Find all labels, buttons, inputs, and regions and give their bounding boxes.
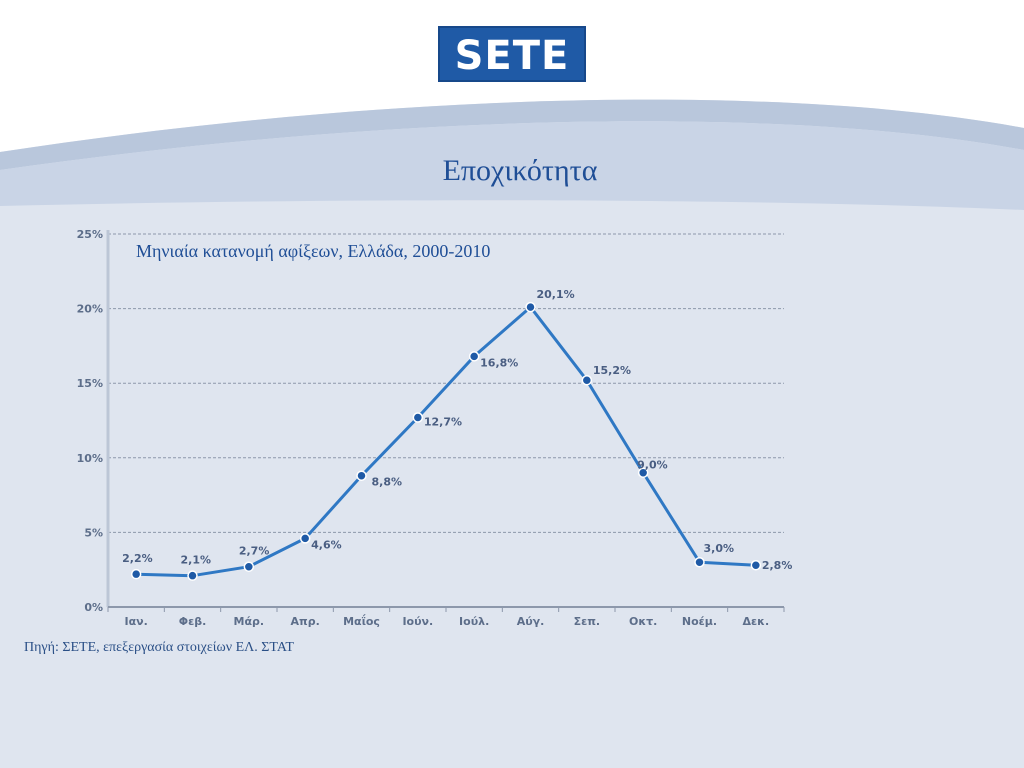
- sete-logo: SETE: [438, 26, 586, 82]
- data-label: 9,0%: [637, 459, 668, 472]
- data-point: [750, 559, 762, 571]
- data-label: 2,8%: [762, 559, 793, 572]
- data-points: [130, 301, 762, 581]
- data-label: 2,2%: [122, 552, 153, 565]
- x-tick-label: Μαΐος: [343, 614, 380, 628]
- data-point: [356, 470, 367, 481]
- x-tick-label: Οκτ.: [629, 615, 657, 628]
- data-point: [130, 568, 142, 580]
- x-tick-label: Ιούν.: [402, 615, 433, 628]
- x-tick-labels: Ιαν. Φεβ. Μάρ. Απρ. Μαΐος Ιούν. Ιούλ. Αύγ. Σεπ. Ο…: [125, 614, 770, 628]
- y-tick-label: 15%: [77, 377, 103, 390]
- data-label: 16,8%: [480, 356, 518, 369]
- logo-text: SETE: [455, 33, 570, 79]
- data-label: 20,1%: [537, 288, 575, 301]
- data-point: [637, 467, 649, 478]
- chart-subtitle: Μηνιαία κατανομή αφίξεων, Ελλάδα, 2000-2…: [136, 241, 490, 261]
- x-tick-label: Απρ.: [291, 615, 320, 628]
- page-title: Εποχικότητα: [442, 154, 598, 187]
- chart-grid: [108, 233, 784, 533]
- x-tick-label: Φεβ.: [179, 615, 207, 628]
- data-point: [243, 561, 255, 572]
- x-tick-label: Ιούλ.: [459, 615, 489, 628]
- x-tick-label: Σεπ.: [574, 615, 601, 628]
- data-labels: 2,2% 2,1% 2,7% 4,6% 8,8% 12,7% 16,8% 20,1% 15,2%…: [122, 288, 792, 572]
- chart-axes: [106, 230, 785, 612]
- data-point: [525, 301, 536, 313]
- data-label: 15,2%: [593, 364, 631, 377]
- data-point: [187, 570, 198, 581]
- y-tick-label: 20%: [77, 303, 103, 316]
- series-line: [136, 305, 756, 578]
- data-label: 2,7%: [239, 545, 270, 558]
- data-point: [581, 374, 593, 386]
- x-tick-label: Αύγ.: [517, 615, 545, 628]
- y-tick-label: 25%: [77, 228, 103, 241]
- x-tick-label: Νοέμ.: [682, 615, 717, 628]
- x-tick-label: Δεκ.: [743, 615, 770, 628]
- series-line-group: [136, 305, 756, 578]
- y-tick-label: 0%: [84, 601, 103, 614]
- data-label: 8,8%: [372, 476, 403, 489]
- data-label: 12,7%: [424, 416, 462, 429]
- y-tick-label: 10%: [77, 452, 103, 465]
- source-note: Πηγή: ΣΕΤΕ, επεξεργασία στοιχείων ΕΛ. ΣΤ…: [24, 640, 294, 655]
- data-point: [299, 533, 311, 544]
- data-label: 3,0%: [704, 542, 735, 555]
- y-tick-labels: 0% 5% 10% 15% 20% 25%: [77, 228, 103, 614]
- data-label: 2,1%: [181, 554, 212, 567]
- x-tick-label: Ιαν.: [125, 615, 148, 628]
- x-tick-label: Μάρ.: [234, 615, 265, 628]
- data-point: [468, 351, 480, 362]
- data-label: 4,6%: [311, 538, 342, 551]
- y-tick-label: 5%: [84, 526, 103, 539]
- data-point: [412, 412, 424, 423]
- data-point: [694, 556, 705, 568]
